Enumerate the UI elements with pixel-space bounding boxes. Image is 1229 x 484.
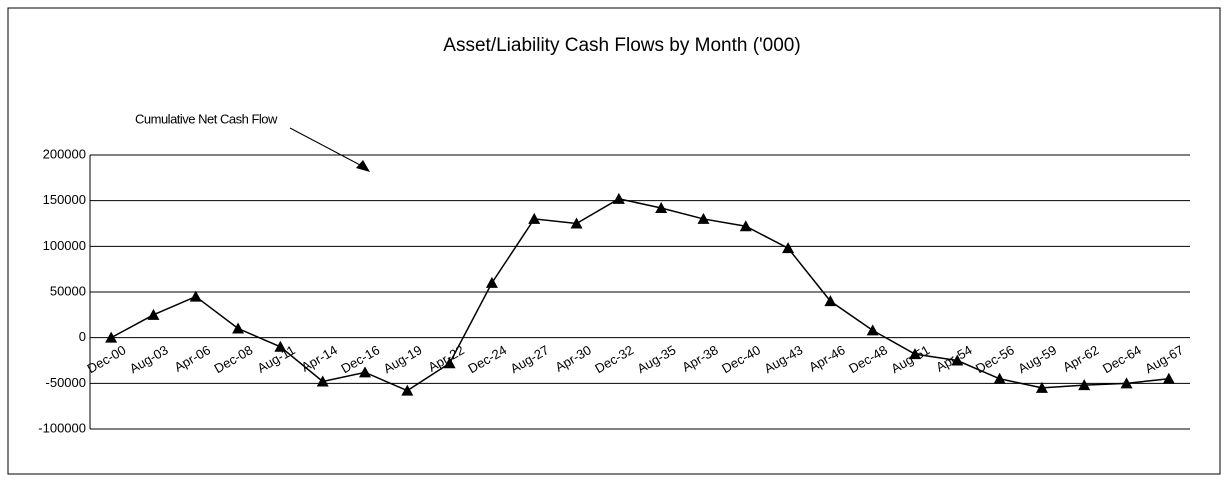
point-marker [612,192,625,204]
y-tick-label: 0 [79,329,86,344]
x-tick-label: Dec-08 [211,342,255,376]
point-marker [824,295,837,307]
point-marker [105,331,118,343]
x-tick-label: Dec-00 [85,342,129,376]
point-marker [697,212,710,224]
point-marker [528,212,541,224]
x-tick-label: Aug-11 [255,342,298,375]
point-marker [1120,377,1133,389]
x-tick-label: Apr-46 [806,342,847,375]
point-marker [401,384,414,396]
point-marker [359,366,371,378]
point-marker [1035,381,1048,393]
chart-frame [7,7,1221,475]
x-tick-label: Aug-03 [127,342,171,376]
y-tick-label: 150000 [43,192,86,207]
point-marker [866,324,879,336]
x-tick-label: Dec-24 [465,342,509,376]
chart-title: Asset/Liability Cash Flows by Month ('00… [443,35,800,56]
x-tick-label: Apr-38 [679,342,720,375]
series-line [110,198,1169,392]
x-tick-label: Aug-27 [508,342,552,376]
x-tick-label: Aug-59 [1015,342,1059,376]
point-marker [909,348,921,360]
x-tick-label: Aug-51 [888,342,932,376]
point-marker [993,372,1006,384]
x-tick-label: Apr-62 [1060,342,1101,375]
x-tick-label: Aug-67 [1142,342,1186,376]
annotation: Cumulative Net Cash Flow [135,111,278,126]
point-marker [739,220,752,232]
point-marker [485,276,498,288]
x-tick-label: Aug-19 [381,342,425,376]
annotation-arrow [289,127,363,167]
x-tick-label: Dec-56 [973,342,1017,376]
point-marker [782,242,795,254]
x-tick-label: Dec-16 [338,342,382,376]
point-marker [443,357,456,369]
point-marker [147,308,160,320]
y-tick-label: 50000 [50,283,86,298]
x-tick-label: Apr-14 [299,342,340,375]
point-marker [1162,372,1175,384]
point-marker [316,375,329,387]
point-marker [189,290,202,302]
y-tick-label: -50000 [46,375,86,390]
point-marker [1078,379,1091,391]
y-tick-label: 100000 [43,238,86,253]
annotation-arrowhead [356,160,370,172]
point-marker [570,217,583,229]
y-tick-label: -100000 [38,420,86,435]
point-marker [274,340,287,352]
x-tick-label: Apr-06 [172,342,213,375]
x-tick-label: Apr-30 [552,342,593,375]
x-tick-label: Aug-35 [635,342,679,376]
point-marker [232,322,245,334]
x-tick-label: Dec-40 [719,342,763,376]
point-marker [951,354,964,366]
point-marker [655,201,668,213]
y-tick-label: 200000 [43,146,86,161]
x-tick-label: Dec-48 [846,342,890,376]
x-tick-label: Dec-32 [592,342,636,376]
x-tick-label: Aug-43 [761,342,805,376]
x-tick-label: Dec-64 [1100,342,1144,376]
x-tick-label: Apr-22 [426,342,467,375]
